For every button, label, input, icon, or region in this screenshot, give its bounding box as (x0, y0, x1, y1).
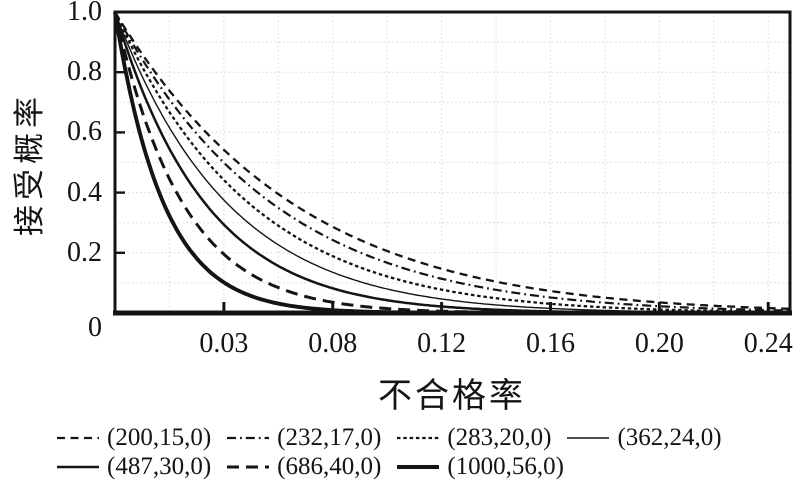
y-tick-label: 0.8 (67, 56, 102, 88)
legend-row: (200,15,0) (232,17,0) (283,20,0) (362,24,0) (56, 423, 804, 452)
x-tick-label: 0.03 (199, 328, 249, 359)
legend-line-sample (57, 465, 99, 468)
oc-curve-17 (114, 11, 790, 312)
legend-label: (1000,56,0) (447, 452, 564, 480)
legend-line-sample (567, 436, 610, 439)
y-tick-label: 0 (88, 312, 102, 343)
oc-curve-56 (113, 11, 790, 315)
y-tick-label: 0.4 (67, 176, 102, 208)
legend-row: (487,30,0) (686,40,0) (1000,56,0) (56, 452, 804, 481)
legend-label: (362,24,0) (617, 423, 722, 451)
legend-item: (283,20,0) (396, 424, 551, 452)
legend-label: (232,17,0) (277, 423, 382, 451)
legend-item: (686,40,0) (226, 453, 381, 481)
legend: (200,15,0) (232,17,0) (283,20,0) (362,24,0)… (0, 423, 804, 481)
x-tick-label: 0.16 (525, 328, 575, 359)
legend-line-sample (397, 436, 440, 439)
x-tick-label: 0.24 (743, 328, 793, 359)
legend-line-sample (227, 465, 270, 468)
y-tick-label: 0.6 (67, 116, 102, 148)
x-tick-label: 0.20 (634, 328, 684, 359)
oc-curve-15 (114, 11, 791, 310)
legend-item: (232,17,0) (226, 424, 381, 452)
legend-line-sample (227, 436, 270, 439)
legend-label: (487,30,0) (107, 452, 212, 480)
legend-item: (1000,56,0) (396, 453, 564, 481)
legend-item: (487,30,0) (56, 453, 211, 481)
legend-line-sample (57, 436, 99, 439)
y-tick-label: 0.2 (67, 236, 102, 268)
y-axis-title: 接受概率 (12, 92, 47, 236)
legend-line-sample (397, 464, 440, 469)
oc-curve-40 (113, 11, 790, 315)
x-axis-title: 不合格率 (378, 378, 526, 415)
legend-label: (686,40,0) (277, 452, 382, 480)
x-tick-label: 0.12 (417, 328, 467, 359)
x-tick-label: 0.08 (308, 328, 358, 359)
legend-label: (283,20,0) (447, 423, 552, 451)
y-tick-label: 1.0 (67, 0, 102, 27)
legend-item: (200,15,0) (56, 424, 211, 452)
oc-curve-20 (113, 11, 790, 314)
legend-label: (200,15,0) (107, 423, 212, 451)
legend-item: (362,24,0) (566, 423, 722, 452)
plot-area (113, 10, 792, 316)
